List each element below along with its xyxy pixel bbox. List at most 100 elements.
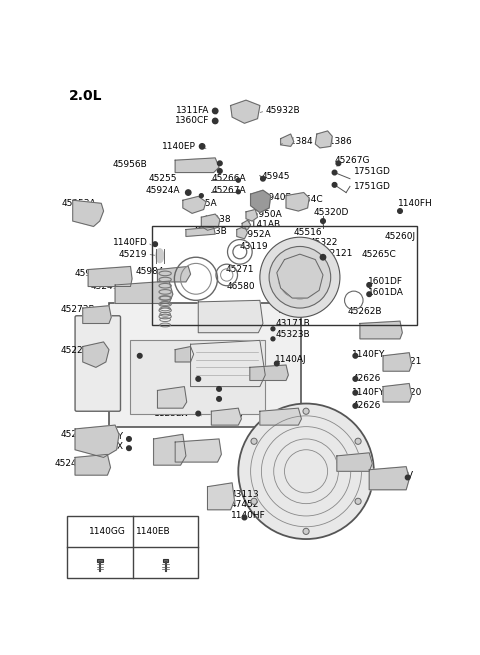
Circle shape bbox=[217, 161, 222, 166]
Circle shape bbox=[332, 170, 337, 175]
Circle shape bbox=[196, 377, 201, 381]
Polygon shape bbox=[198, 301, 263, 333]
Text: 45264C: 45264C bbox=[288, 195, 323, 204]
Circle shape bbox=[398, 209, 402, 214]
Text: 1140EP: 1140EP bbox=[162, 142, 196, 151]
Text: 1140HF: 1140HF bbox=[230, 512, 265, 521]
Text: 1123LX: 1123LX bbox=[90, 442, 124, 451]
Text: 45222: 45222 bbox=[60, 430, 89, 439]
Circle shape bbox=[217, 169, 222, 174]
Text: 1123LY: 1123LY bbox=[92, 432, 124, 441]
Polygon shape bbox=[315, 131, 332, 148]
Text: 45267G: 45267G bbox=[335, 157, 370, 166]
Text: 45260J: 45260J bbox=[384, 232, 416, 241]
Polygon shape bbox=[207, 483, 234, 510]
Text: 1601DA: 1601DA bbox=[368, 288, 404, 297]
Text: 42621: 42621 bbox=[394, 358, 422, 366]
Polygon shape bbox=[201, 214, 220, 231]
Polygon shape bbox=[183, 196, 206, 214]
Polygon shape bbox=[242, 220, 251, 229]
Text: 45265C: 45265C bbox=[361, 250, 396, 259]
Polygon shape bbox=[157, 386, 187, 408]
Text: 45283B: 45283B bbox=[242, 367, 277, 376]
Bar bbox=[131, 341, 265, 413]
Text: 1751GD: 1751GD bbox=[354, 166, 391, 176]
Text: 43253B: 43253B bbox=[278, 307, 313, 316]
Text: 1311FA: 1311FA bbox=[176, 107, 209, 115]
Bar bbox=[109, 303, 301, 426]
Text: 1141AB: 1141AB bbox=[246, 220, 281, 229]
Polygon shape bbox=[230, 100, 260, 123]
Text: 45957A: 45957A bbox=[74, 269, 109, 278]
Text: 1601DF: 1601DF bbox=[368, 277, 403, 286]
Text: 45956B: 45956B bbox=[113, 160, 147, 170]
Circle shape bbox=[271, 337, 275, 341]
Text: 46580: 46580 bbox=[227, 282, 255, 291]
Text: 45516: 45516 bbox=[290, 267, 319, 276]
Bar bbox=[152, 227, 417, 325]
Text: 22121: 22121 bbox=[324, 249, 353, 258]
Text: 45959C: 45959C bbox=[175, 160, 210, 170]
Text: 1140FD: 1140FD bbox=[113, 238, 147, 247]
Text: 1123LW: 1123LW bbox=[154, 409, 190, 418]
Text: 43135: 43135 bbox=[175, 350, 204, 359]
Bar bbox=[97, 559, 103, 562]
Polygon shape bbox=[83, 342, 109, 367]
Circle shape bbox=[269, 246, 331, 308]
Polygon shape bbox=[281, 134, 294, 146]
Polygon shape bbox=[369, 466, 409, 490]
Polygon shape bbox=[250, 365, 288, 381]
Circle shape bbox=[153, 242, 157, 246]
Circle shape bbox=[186, 190, 191, 195]
Text: 45254: 45254 bbox=[72, 209, 100, 218]
Text: 45227: 45227 bbox=[60, 346, 89, 355]
Text: 1140EJ: 1140EJ bbox=[215, 384, 246, 394]
Circle shape bbox=[213, 108, 218, 113]
Circle shape bbox=[355, 438, 361, 444]
Text: 1140FY: 1140FY bbox=[352, 388, 385, 398]
Text: 45320D: 45320D bbox=[314, 208, 349, 217]
Text: 47230: 47230 bbox=[142, 392, 170, 401]
Text: 45323B: 45323B bbox=[275, 329, 310, 339]
Text: 43171B: 43171B bbox=[275, 319, 310, 328]
Circle shape bbox=[137, 354, 142, 358]
Text: 45925A: 45925A bbox=[183, 199, 217, 208]
Text: 45932B: 45932B bbox=[265, 107, 300, 115]
Polygon shape bbox=[191, 341, 265, 386]
Text: 45271: 45271 bbox=[225, 265, 254, 274]
Polygon shape bbox=[260, 408, 301, 425]
Circle shape bbox=[127, 446, 131, 451]
Circle shape bbox=[303, 529, 309, 534]
Circle shape bbox=[236, 178, 240, 182]
Text: 45255: 45255 bbox=[148, 174, 177, 183]
Polygon shape bbox=[186, 227, 215, 236]
Text: 45241A: 45241A bbox=[91, 282, 125, 291]
Polygon shape bbox=[175, 346, 193, 362]
Text: 1140EB: 1140EB bbox=[136, 527, 171, 536]
Circle shape bbox=[406, 475, 410, 479]
Circle shape bbox=[261, 176, 265, 181]
Text: 1430JB: 1430JB bbox=[135, 350, 167, 359]
Polygon shape bbox=[115, 281, 173, 303]
Polygon shape bbox=[246, 210, 258, 221]
Circle shape bbox=[251, 438, 257, 444]
Circle shape bbox=[321, 219, 325, 223]
Polygon shape bbox=[175, 439, 221, 462]
Polygon shape bbox=[154, 434, 186, 465]
Text: 45231A: 45231A bbox=[260, 413, 295, 422]
Text: 43119: 43119 bbox=[240, 242, 268, 251]
Text: 45516: 45516 bbox=[294, 228, 323, 237]
Text: 45984: 45984 bbox=[135, 267, 164, 276]
Text: 1140GG: 1140GG bbox=[89, 527, 126, 536]
Circle shape bbox=[236, 190, 240, 194]
Circle shape bbox=[303, 408, 309, 415]
Circle shape bbox=[353, 403, 358, 408]
Circle shape bbox=[336, 161, 341, 166]
Text: 45253A: 45253A bbox=[61, 199, 96, 208]
Polygon shape bbox=[73, 200, 104, 227]
Text: 45945: 45945 bbox=[262, 172, 290, 181]
Circle shape bbox=[288, 266, 312, 289]
Text: 45952A: 45952A bbox=[237, 230, 271, 238]
Circle shape bbox=[353, 377, 358, 381]
Text: 45215C: 45215C bbox=[183, 443, 217, 453]
